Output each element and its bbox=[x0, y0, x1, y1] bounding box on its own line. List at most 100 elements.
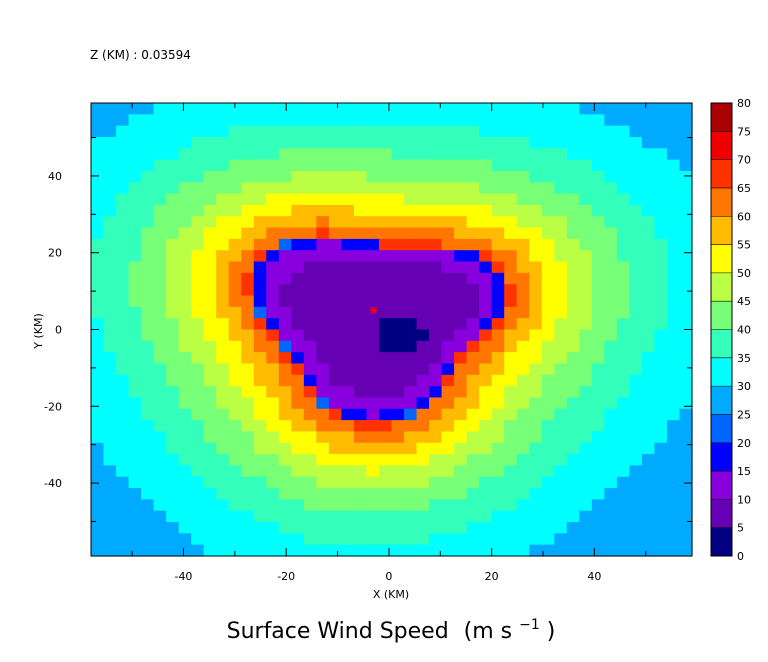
field-cell bbox=[316, 476, 330, 489]
field-cell bbox=[666, 431, 681, 444]
field-cell bbox=[579, 306, 593, 319]
field-cell bbox=[591, 318, 605, 331]
field-cell bbox=[141, 148, 155, 161]
field-cell bbox=[441, 114, 455, 127]
field-cell bbox=[303, 488, 317, 500]
field-cell bbox=[391, 408, 405, 421]
field-cell bbox=[341, 522, 355, 534]
colorbar-swatch bbox=[711, 159, 732, 189]
field-cell bbox=[253, 408, 267, 421]
field-cell bbox=[116, 488, 130, 500]
field-cell bbox=[128, 544, 142, 557]
field-cell bbox=[341, 408, 355, 421]
field-cell bbox=[579, 238, 593, 251]
field-cell bbox=[404, 103, 418, 115]
field-cell bbox=[616, 374, 630, 387]
field-cell bbox=[454, 170, 468, 183]
field-cell bbox=[391, 318, 405, 331]
field-cell bbox=[466, 227, 480, 240]
field-cell bbox=[166, 182, 180, 195]
field-cell bbox=[378, 488, 393, 500]
field-cell bbox=[166, 125, 180, 138]
field-cell bbox=[391, 431, 405, 444]
field-cell bbox=[579, 193, 593, 206]
field-cell bbox=[91, 261, 105, 274]
field-cell bbox=[504, 238, 518, 251]
field-cell bbox=[378, 136, 393, 149]
field-cell bbox=[529, 284, 543, 297]
field-cell bbox=[454, 544, 468, 557]
field-cell bbox=[191, 318, 205, 331]
field-cell bbox=[116, 544, 130, 557]
field-cell bbox=[116, 170, 130, 183]
field-cell bbox=[216, 170, 230, 183]
field-cell bbox=[566, 533, 580, 546]
field-cell bbox=[178, 114, 192, 127]
field-cell bbox=[166, 488, 180, 500]
field-cell bbox=[178, 159, 192, 172]
field-cell bbox=[541, 544, 555, 557]
field-cell bbox=[291, 238, 305, 251]
field-cell bbox=[616, 386, 630, 399]
field-cell bbox=[266, 182, 280, 195]
field-cell bbox=[566, 352, 580, 365]
field-cell bbox=[516, 148, 530, 161]
field-cell bbox=[253, 533, 267, 546]
field-cell bbox=[341, 340, 355, 353]
field-cell bbox=[278, 250, 292, 263]
field-cell bbox=[228, 182, 242, 195]
field-cell bbox=[566, 261, 580, 274]
field-cell bbox=[616, 250, 630, 263]
field-cell bbox=[266, 476, 280, 489]
field-cell bbox=[516, 284, 530, 297]
field-cell bbox=[203, 182, 217, 195]
field-cell bbox=[416, 193, 430, 206]
field-cell bbox=[516, 103, 530, 115]
field-cell bbox=[378, 227, 393, 240]
field-cell bbox=[591, 284, 605, 297]
field-cell bbox=[303, 476, 317, 489]
field-cell bbox=[166, 295, 180, 308]
field-cell bbox=[241, 318, 255, 331]
field-cell bbox=[203, 250, 217, 263]
field-cell bbox=[178, 340, 192, 353]
field-cell bbox=[429, 476, 443, 489]
field-cell bbox=[516, 363, 530, 376]
field-cell bbox=[178, 522, 192, 534]
field-cell bbox=[128, 533, 142, 546]
field-cell bbox=[454, 193, 468, 206]
field-cell bbox=[91, 318, 105, 331]
field-cell bbox=[341, 499, 355, 512]
field-cell bbox=[604, 272, 618, 285]
field-cell bbox=[679, 193, 693, 206]
field-cell bbox=[516, 272, 530, 285]
field-cell bbox=[566, 397, 580, 410]
field-cell bbox=[641, 103, 656, 115]
field-cell bbox=[278, 510, 292, 523]
field-cell bbox=[203, 454, 217, 466]
field-cell bbox=[404, 408, 418, 421]
field-cell bbox=[178, 136, 192, 149]
field-cell bbox=[529, 318, 543, 331]
field-cell bbox=[391, 306, 405, 319]
field-cell bbox=[529, 454, 543, 466]
field-cell bbox=[529, 170, 543, 183]
field-cell bbox=[241, 499, 255, 512]
field-cell bbox=[441, 182, 455, 195]
field-cell bbox=[228, 284, 242, 297]
field-cell bbox=[416, 272, 430, 285]
field-cell bbox=[416, 148, 430, 161]
field-cell bbox=[253, 488, 267, 500]
field-cell bbox=[316, 261, 330, 274]
field-cell bbox=[504, 544, 518, 557]
field-cell bbox=[504, 227, 518, 240]
field-cell bbox=[541, 522, 555, 534]
field-cell bbox=[291, 261, 305, 274]
field-cell bbox=[654, 340, 668, 353]
field-cell bbox=[291, 442, 305, 455]
field-cell bbox=[629, 454, 643, 466]
field-cell bbox=[91, 499, 105, 512]
field-cell bbox=[529, 499, 543, 512]
field-cell bbox=[103, 442, 117, 455]
field-cell bbox=[366, 318, 380, 331]
